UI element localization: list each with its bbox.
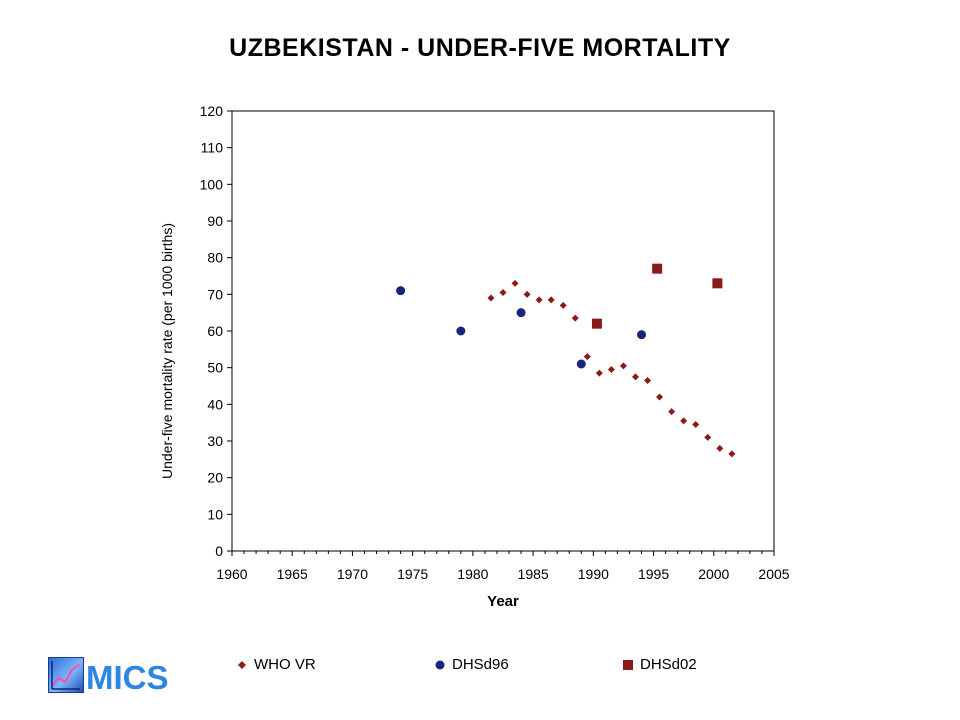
y-tick-label: 110	[201, 140, 224, 156]
who-vr-point	[668, 408, 676, 416]
y-tick-label: 40	[207, 396, 223, 412]
dhsd96-point	[576, 359, 586, 369]
dhsd96-point	[516, 308, 526, 318]
who-vr-point	[523, 290, 531, 298]
legend-item-dhsd02: DHSd02	[622, 656, 697, 673]
x-tick-label: 2005	[758, 566, 789, 582]
x-tick-label: 1970	[337, 566, 368, 582]
who-vr-point	[571, 314, 579, 322]
who-vr-point	[644, 377, 652, 384]
who-vr-point	[619, 362, 627, 370]
x-tick-label: 1965	[277, 566, 308, 582]
who-vr-point	[511, 279, 519, 287]
y-tick-label: 60	[207, 323, 223, 339]
dhsd96-point	[456, 326, 466, 336]
who-vr-point	[595, 369, 603, 377]
x-tick-label: 1985	[518, 566, 549, 582]
legend-label: WHO VR	[254, 656, 316, 673]
who-vr-point	[692, 421, 700, 428]
who-vr-point	[487, 294, 495, 302]
who-vr-point	[559, 301, 567, 309]
scatter-chart: 0 10 20 30 40 50 60 70 80 90 100 110 120 1960 1965 1970…	[159, 103, 790, 610]
y-tick-label: 70	[207, 286, 223, 302]
square-marker-icon	[623, 659, 633, 670]
who-vr-point	[656, 393, 664, 401]
y-axis-label: Under-five mortality rate (per 1000 birt…	[159, 223, 175, 479]
who-vr-point	[583, 353, 591, 361]
y-tick-label: 30	[207, 433, 223, 449]
legend: WHO VR DHSd96 DHSd02	[236, 656, 796, 680]
logo-text: MICS	[86, 659, 169, 696]
y-tick-label: 10	[207, 506, 223, 522]
legend-label: DHSd02	[640, 656, 697, 673]
y-tick-label: 120	[200, 103, 224, 119]
legend-item-dhsd96: DHSd96	[434, 656, 509, 673]
who-vr-point	[716, 444, 724, 452]
legend-item-who-vr: WHO VR	[236, 656, 316, 673]
diamond-marker-icon	[238, 660, 246, 669]
x-tick-label: 1990	[578, 566, 609, 582]
x-axis-label: Year	[487, 593, 519, 610]
x-tick-label: 2000	[698, 566, 729, 582]
who-vr-point	[547, 296, 555, 304]
plot-area	[231, 110, 775, 552]
y-tick-label: 90	[207, 213, 223, 229]
y-tick-label: 50	[207, 360, 223, 376]
who-vr-point	[704, 433, 712, 441]
y-tick-label: 0	[215, 543, 223, 559]
who-vr-point	[680, 417, 688, 425]
dhsd02-point	[652, 263, 663, 274]
y-tick-label: 80	[207, 250, 223, 266]
dhsd02-point	[712, 278, 723, 289]
dhsd02-point	[591, 318, 602, 329]
who-vr-point	[535, 296, 543, 304]
x-tick-label: 1960	[216, 566, 247, 582]
who-vr-point	[631, 373, 639, 381]
x-tick-label: 1975	[397, 566, 428, 582]
x-tick-label: 1995	[638, 566, 669, 582]
y-tick-label: 20	[207, 470, 223, 486]
y-tick-label: 100	[200, 176, 224, 192]
chart-trend-icon	[48, 657, 84, 693]
dhsd96-point	[637, 330, 647, 340]
chart-title: UZBEKISTAN - UNDER-FIVE MORTALITY	[229, 34, 731, 62]
legend-label: DHSd96	[452, 656, 509, 673]
mics-logo: MICS	[48, 657, 188, 701]
dhsd96-point	[396, 286, 406, 296]
x-tick-label: 1980	[457, 566, 488, 582]
who-vr-point	[607, 366, 615, 373]
circle-marker-icon	[435, 660, 445, 669]
who-vr-point	[499, 289, 507, 296]
who-vr-point	[728, 450, 736, 458]
